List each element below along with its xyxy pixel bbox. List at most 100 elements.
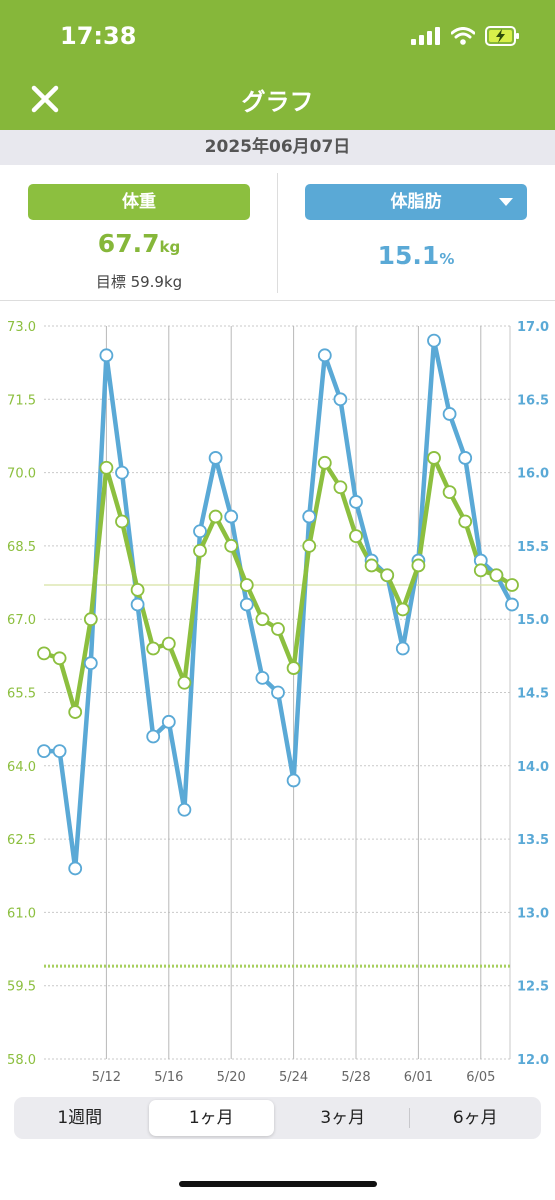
page-title: グラフ <box>241 88 314 116</box>
weight-point <box>99 460 114 475</box>
weight-point <box>333 480 348 495</box>
bodyfat-point <box>317 348 332 363</box>
weight-point <box>364 558 379 573</box>
weight-point <box>442 485 457 500</box>
date-bar: 2025年06月07日 <box>0 130 555 165</box>
weight-point <box>239 578 254 592</box>
y-left-tick: 70.0 <box>7 467 36 482</box>
stats-divider <box>277 173 278 293</box>
bodyfat-point <box>52 744 67 759</box>
bodyfat-point <box>83 656 98 671</box>
y-right-tick: 16.5 <box>517 393 549 408</box>
home-indicator <box>179 1181 377 1187</box>
weight-point <box>208 509 223 524</box>
weight-point <box>255 612 270 627</box>
bodyfat-point <box>161 714 176 729</box>
weight-value: 67.7 <box>97 229 160 258</box>
bodyfat-point <box>302 509 317 524</box>
weight-point <box>177 675 192 690</box>
tab-label: 6ヶ月 <box>452 1108 498 1128</box>
stats-panel: 体重 体脂肪 67.7kg 目標 59.9kg 15.1% <box>0 165 555 301</box>
bodyfat-point <box>68 861 83 876</box>
weight-point <box>317 455 332 470</box>
x-tick-label: 5/24 <box>279 1070 308 1085</box>
x-tick-label: 5/16 <box>154 1070 183 1085</box>
status-time: 17:38 <box>60 22 137 50</box>
bodyfat-point <box>99 348 114 363</box>
bodyfat-point <box>208 451 223 465</box>
weight-label: 体重 <box>122 192 156 212</box>
bodyfat-label: 体脂肪 <box>390 192 442 212</box>
tab-1month[interactable]: 1ヶ月 <box>148 1100 274 1136</box>
weight-point <box>224 538 239 553</box>
weight-button[interactable]: 体重 <box>28 184 250 220</box>
tab-separator <box>408 1108 410 1128</box>
x-tick-label: 5/20 <box>217 1070 246 1085</box>
y-right-tick: 16.0 <box>517 467 549 482</box>
x-tick-label: 5/12 <box>92 1070 121 1085</box>
y-right-tick: 15.0 <box>517 613 549 628</box>
weight-point <box>489 568 504 583</box>
y-right-tick: 12.5 <box>517 980 549 995</box>
weight-point <box>286 661 301 675</box>
weight-point <box>83 612 98 627</box>
y-left-tick: 58.0 <box>7 1053 36 1068</box>
y-right-tick: 13.5 <box>517 833 549 848</box>
tab-label: 1週間 <box>57 1108 103 1128</box>
weight-point <box>130 582 145 597</box>
bodyfat-point <box>442 407 457 421</box>
tab-6months[interactable]: 6ヶ月 <box>413 1100 539 1136</box>
period-tabs: 1週間 1ヶ月 3ヶ月 6ヶ月 <box>14 1097 541 1139</box>
weight-point <box>115 514 129 529</box>
goal-weight: 目標 59.9kg <box>95 273 183 291</box>
bodyfat-point <box>239 597 254 612</box>
bodyfat-point <box>115 465 129 480</box>
bodyfat-dropdown[interactable]: 体脂肪 <box>305 184 527 220</box>
weight-value-display: 67.7kg <box>28 229 250 258</box>
bodyfat-line <box>41 338 515 871</box>
weight-unit: kg <box>159 238 181 256</box>
tab-label: 1ヶ月 <box>188 1108 234 1128</box>
y-left-tick: 64.0 <box>7 760 36 775</box>
bodyfat-point <box>130 597 145 612</box>
y-right-tick: 13.0 <box>517 906 549 921</box>
tab-1week[interactable]: 1週間 <box>17 1100 143 1136</box>
y-left-tick: 62.5 <box>7 833 36 848</box>
close-button[interactable] <box>28 82 62 116</box>
chart-area: 73.0 17.0 71.5 16.5 70.0 16.0 68.5 15.5 67.0 15.0… <box>0 300 555 1090</box>
signal-icon <box>411 27 440 45</box>
y-right-tick: 12.0 <box>517 1053 549 1068</box>
x-tick-label: 5/28 <box>341 1070 370 1085</box>
weight-point <box>37 646 51 661</box>
bodyfat-point <box>271 685 285 700</box>
battery-charging-icon <box>485 26 519 46</box>
bodyfat-unit: % <box>439 250 455 268</box>
weight-point <box>411 558 426 573</box>
weight-point <box>271 622 285 636</box>
weight-point <box>473 563 488 578</box>
x-tick-label: 6/05 <box>466 1070 495 1085</box>
bodyfat-point <box>427 333 441 348</box>
app-header: 17:38 グラフ <box>0 0 555 130</box>
y-right-tick: 14.5 <box>517 687 549 702</box>
tab-3months[interactable]: 3ヶ月 <box>280 1100 406 1136</box>
weight-point <box>458 514 473 529</box>
x-tick-label: 6/01 <box>404 1070 433 1085</box>
y-left-tick: 73.0 <box>7 320 36 335</box>
weight-bodyfat-chart[interactable]: 73.0 17.0 71.5 16.5 70.0 16.0 68.5 15.5 67.0 15.0… <box>0 300 555 1090</box>
bodyfat-value: 15.1 <box>377 241 440 270</box>
bodyfat-point <box>255 670 270 685</box>
weight-point <box>161 636 176 651</box>
y-left-tick: 59.5 <box>7 980 36 995</box>
weight-point <box>52 651 67 666</box>
bodyfat-point <box>193 524 207 539</box>
weight-point <box>302 538 317 553</box>
y-left-tick: 67.0 <box>7 613 36 628</box>
weight-point <box>193 543 207 558</box>
bodyfat-point <box>333 392 348 407</box>
weight-point <box>395 602 410 617</box>
bodyfat-point <box>349 495 363 509</box>
bodyfat-value-display: 15.1% <box>305 241 527 270</box>
weight-point <box>505 578 519 592</box>
tab-label: 3ヶ月 <box>320 1108 366 1128</box>
